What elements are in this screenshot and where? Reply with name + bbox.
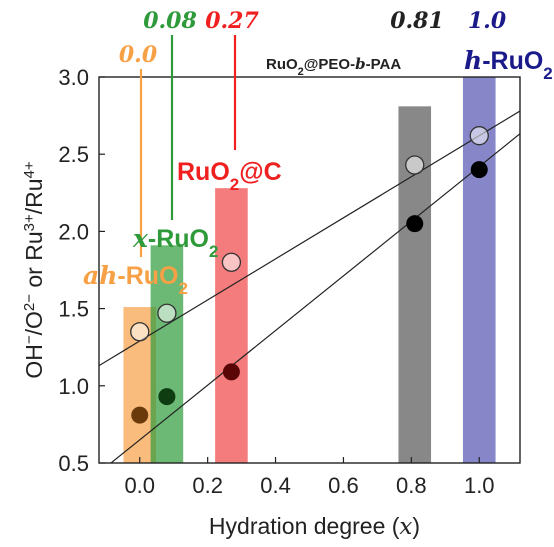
- value-label-c: 0.27: [205, 8, 259, 34]
- open-point-x: [157, 303, 177, 323]
- name-label-x: x-RuO2: [132, 224, 218, 261]
- y-tick-label: 2.0: [58, 219, 89, 244]
- value-label-x: 0.08: [143, 8, 197, 34]
- fit-line-open: [99, 110, 520, 367]
- x-tick-label: 0.4: [260, 473, 291, 498]
- bars-layer: [123, 77, 496, 463]
- name-label-h: h-RuO2: [464, 46, 553, 83]
- points-layer: [130, 126, 489, 424]
- y-axis-title: OH−/O2− or Ru3+/Ru4+: [21, 161, 48, 379]
- bar-c: [215, 188, 248, 463]
- filled-point-peo: [406, 215, 424, 233]
- fit-lines-layer: [99, 110, 520, 463]
- y-tick-label: 3.0: [58, 65, 89, 90]
- filled-point-ah: [131, 406, 149, 424]
- value-label-h: 1.0: [468, 8, 507, 34]
- x-tick-label: 0.8: [396, 473, 427, 498]
- name-label-c: RuO2@C: [177, 158, 282, 194]
- y-tick-label: 0.5: [58, 451, 89, 476]
- value-label-peo: 0.81: [390, 8, 444, 34]
- y-tick-label: 2.5: [58, 142, 89, 167]
- name-label-peo: RuO2@PEO-b-PAA: [266, 55, 401, 78]
- axes-layer: 0.5 1.0 1.5 2.0 2.5 3.0 0.0 0.2 0.4 0.6 0.8 1.0 Hydr…: [21, 65, 521, 540]
- annotations-layer: 0.0 ah-RuO2 0.08 x-RuO2 0.27 RuO2@C 0.81 RuO2@P…: [83, 8, 553, 298]
- name-label-ah: ah-RuO2: [83, 261, 188, 298]
- open-point-ah: [130, 322, 150, 342]
- x-tick-label: 1.0: [464, 473, 495, 498]
- x-tick-label: 0.0: [124, 473, 155, 498]
- open-point-c: [221, 252, 242, 272]
- open-point-peo: [405, 155, 425, 175]
- open-point-h: [469, 126, 489, 146]
- x-tick-label: 0.6: [328, 473, 359, 498]
- filled-point-x: [158, 388, 176, 406]
- value-label-ah: 0.0: [119, 42, 158, 68]
- x-axis-title: Hydration degree (x): [209, 513, 420, 540]
- filled-point-h: [470, 161, 488, 179]
- fit-line-filled: [110, 133, 520, 463]
- x-tick-label: 0.2: [192, 473, 223, 498]
- y-tick-label: 1.5: [58, 297, 89, 322]
- y-tick-label: 1.0: [58, 374, 89, 399]
- plot-frame: [98, 76, 521, 464]
- filled-point-c: [222, 363, 240, 381]
